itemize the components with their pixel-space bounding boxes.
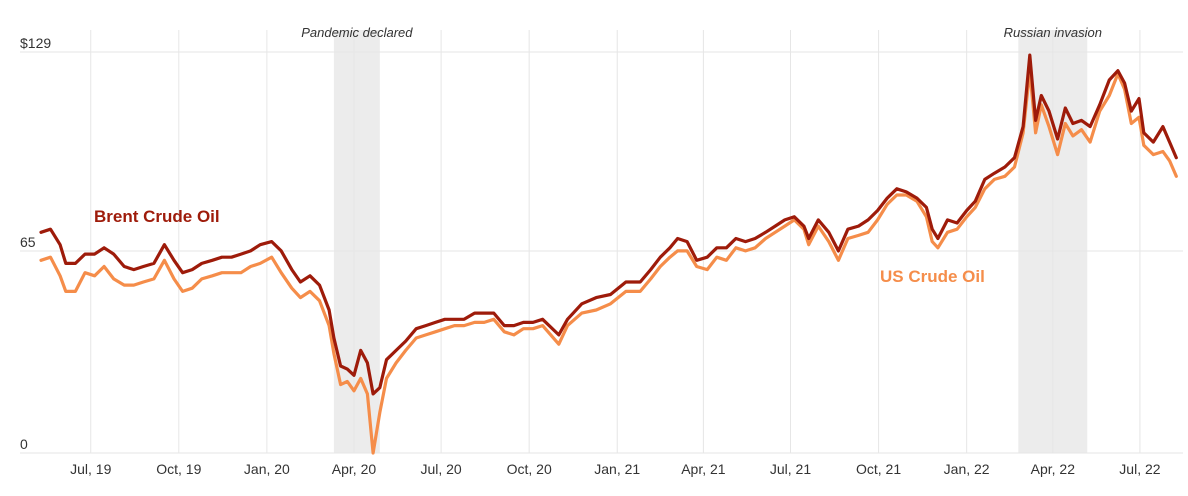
y-gridlines (20, 51, 1183, 454)
x-tick-label: Jul, 22 (1119, 461, 1160, 477)
x-tick-label: Apr, 21 (681, 461, 726, 477)
x-tick-label: Jan, 20 (244, 461, 290, 477)
x-tick-label: Jul, 20 (420, 461, 461, 477)
x-tick-label: Jan, 22 (944, 461, 990, 477)
event-bands (333, 30, 1088, 453)
event-label-pandemic-declared: Pandemic declared (301, 25, 413, 40)
x-gridlines (90, 30, 1141, 453)
series-label-us-crude-oil: US Crude Oil (880, 267, 985, 286)
series-line-brent-crude-oil (39, 53, 1178, 396)
series-labels: Brent Crude Oil US Crude Oil (94, 207, 985, 286)
y-tick-label: $129 (20, 35, 51, 51)
series-label-brent-crude-oil: Brent Crude Oil (94, 207, 220, 226)
series-lines (39, 53, 1178, 455)
x-tick-label: Jul, 21 (770, 461, 811, 477)
x-tick-label: Jul, 19 (70, 461, 111, 477)
event-label-russian-invasion: Russian invasion (1004, 25, 1102, 40)
series-line-us-crude-oil (39, 69, 1178, 455)
x-axis-tick-labels: Jul, 19 Oct, 19 Jan, 20 Apr, 20 Jul, 20 Oct, … (70, 461, 1161, 477)
x-tick-label: Apr, 22 (1031, 461, 1076, 477)
y-axis-tick-labels: 0 65 $129 (20, 35, 51, 452)
y-tick-label: 65 (20, 234, 36, 250)
x-tick-label: Oct, 20 (507, 461, 552, 477)
y-tick-label: 0 (20, 436, 28, 452)
event-labels: Pandemic declared Russian invasion (301, 25, 1102, 40)
x-tick-label: Oct, 19 (156, 461, 201, 477)
x-tick-label: Oct, 21 (856, 461, 901, 477)
x-tick-label: Jan, 21 (594, 461, 640, 477)
x-tick-label: Apr, 20 (332, 461, 377, 477)
